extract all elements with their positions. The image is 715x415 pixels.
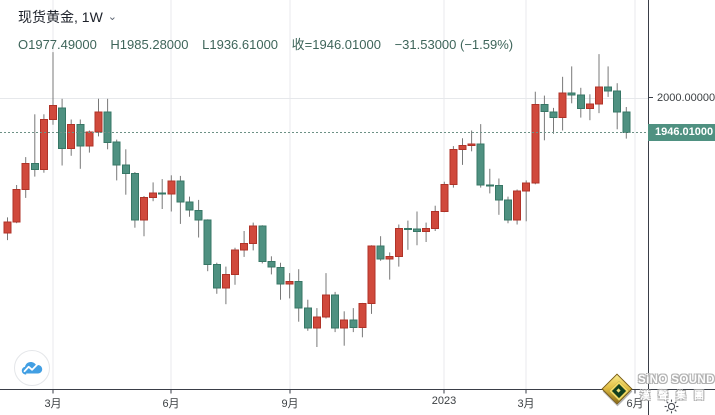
candle — [494, 185, 503, 201]
price-axis-label-2000: 2000.00000 — [657, 91, 715, 104]
candle — [121, 164, 130, 174]
candle — [167, 180, 176, 195]
candle — [376, 245, 385, 260]
axis-settings-button[interactable] — [662, 398, 680, 414]
candle — [622, 111, 631, 133]
candle — [458, 145, 467, 150]
candle — [322, 294, 330, 318]
chevron-down-icon: ⌄ — [107, 11, 117, 23]
chart-legend: 现货黄金, 1W ⌄ O1977.49000 H1985.28000 L1936… — [18, 7, 513, 53]
candle — [12, 189, 21, 223]
candle — [194, 209, 203, 221]
last-price-tag: 1946.01000 — [648, 123, 715, 141]
candle — [103, 111, 112, 143]
candle — [522, 182, 531, 192]
time-axis-label: 9月 — [281, 398, 299, 410]
candle — [94, 111, 103, 133]
candle — [3, 221, 12, 234]
symbol-selector[interactable]: 现货黄金, 1W ⌄ — [18, 7, 513, 27]
candle — [385, 255, 394, 260]
candle — [130, 172, 139, 221]
time-axis-label: 3月 — [517, 398, 535, 410]
candle — [604, 86, 613, 92]
time-axis-label: 2023 — [431, 395, 457, 407]
candle — [258, 225, 267, 262]
candle — [440, 183, 449, 213]
candle — [21, 163, 30, 191]
candle — [49, 104, 57, 121]
candle — [413, 228, 421, 233]
candle — [531, 104, 540, 184]
candle — [203, 219, 212, 266]
candle — [513, 190, 522, 221]
candle — [85, 131, 94, 147]
candle — [504, 199, 512, 221]
candle — [403, 227, 412, 230]
candle — [67, 124, 76, 150]
close-value: 收=1946.01000 — [291, 37, 381, 52]
candle — [294, 281, 303, 309]
candle — [331, 294, 340, 329]
candle — [595, 86, 603, 105]
candle — [422, 227, 431, 233]
candle — [221, 273, 230, 289]
candle — [176, 180, 185, 203]
candle — [240, 242, 249, 251]
open-value: O1977.49000 — [18, 37, 97, 52]
candle — [476, 143, 485, 186]
high-value: H1985.28000 — [110, 37, 189, 52]
candle — [540, 104, 549, 113]
candle — [140, 196, 148, 221]
candle — [149, 192, 158, 198]
candle — [267, 260, 276, 268]
ohlc-readout: O1977.49000 H1985.28000 L1936.61000 收=19… — [18, 34, 513, 53]
candle — [558, 92, 567, 119]
candle — [312, 316, 321, 329]
candle — [212, 264, 221, 289]
candle — [576, 94, 585, 110]
gear-icon — [664, 399, 678, 413]
candle — [367, 245, 376, 305]
candle — [76, 124, 85, 147]
candle — [585, 103, 594, 109]
candle — [231, 249, 239, 275]
candle — [112, 141, 121, 166]
candle — [58, 107, 67, 150]
candle — [349, 319, 358, 329]
candle — [394, 227, 403, 257]
candle — [613, 90, 622, 113]
candle — [340, 319, 349, 329]
candle — [467, 143, 476, 146]
candle — [185, 201, 194, 211]
candle — [485, 184, 494, 187]
low-value: L1936.61000 — [202, 37, 279, 52]
candle — [303, 307, 312, 329]
candle — [549, 111, 558, 119]
time-axis-label: 6月 — [162, 398, 180, 410]
candles[interactable] — [3, 52, 631, 347]
symbol-name: 现货黄金, 1W — [18, 9, 103, 25]
candle — [249, 225, 258, 244]
candle — [285, 281, 294, 285]
candle — [449, 148, 458, 185]
candle — [358, 303, 367, 329]
candle — [158, 192, 167, 195]
candle — [30, 163, 39, 170]
time-axis-label: 3月 — [44, 398, 62, 410]
candle — [39, 119, 48, 170]
time-axis-label: 6月 — [626, 398, 644, 410]
candle — [276, 266, 285, 285]
change-value: −31.53000 (−1.59%) — [394, 37, 514, 52]
area-chart-icon — [21, 362, 43, 375]
candle — [567, 92, 576, 96]
chart-logo-button[interactable] — [14, 350, 50, 386]
candle — [431, 211, 440, 229]
